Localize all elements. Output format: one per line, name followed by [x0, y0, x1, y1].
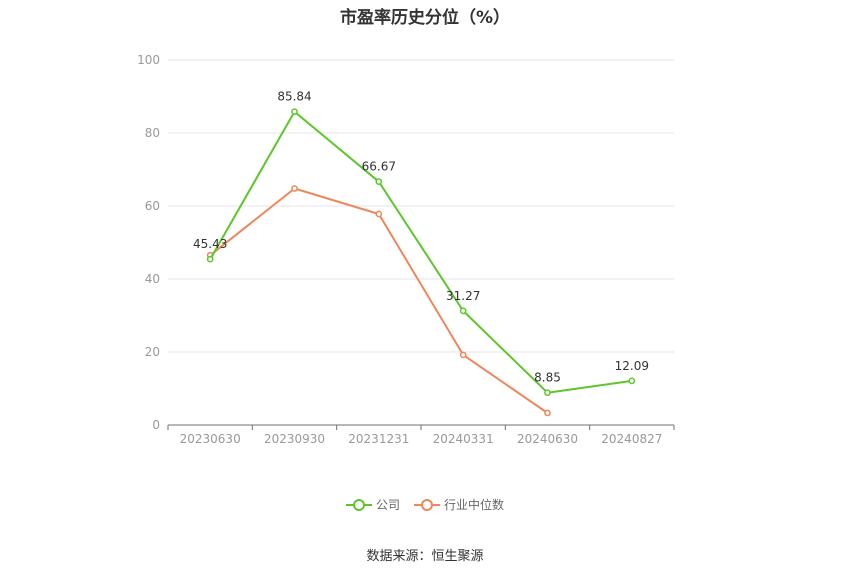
data-point-industry-median	[291, 185, 298, 192]
data-point-company	[206, 255, 214, 263]
chart-legend: 公司 行业中位数	[0, 496, 850, 513]
series-line-industry-median	[209, 187, 549, 414]
legend-item-company[interactable]: 公司	[345, 496, 400, 513]
data-point-industry-median	[375, 210, 383, 218]
x-tick-label: 20230630	[180, 432, 241, 446]
y-tick-label: 20	[145, 345, 160, 359]
data-label-company: 85.84	[277, 90, 311, 104]
data-label-company: 45.43	[193, 237, 227, 251]
data-label-company: 31.27	[446, 289, 480, 303]
chart-title: 市盈率历史分位（%）	[339, 8, 511, 28]
legend-item-industry-median[interactable]: 行业中位数	[414, 496, 504, 513]
series-line-company	[209, 110, 632, 394]
x-tick-label: 20240827	[601, 432, 662, 446]
legend-industry-marker-icon	[414, 498, 440, 511]
data-label-company: 12.09	[615, 359, 649, 373]
x-tick-label: 20240331	[433, 432, 494, 446]
x-tick-label: 20230930	[264, 432, 325, 446]
data-label-company: 8.85	[534, 371, 561, 385]
x-tick-label: 20240630	[517, 432, 578, 446]
legend-company-label: 公司	[375, 498, 400, 512]
data-source-note: 数据来源：恒生聚源	[366, 549, 484, 564]
y-tick-label: 60	[145, 199, 160, 213]
data-point-company	[628, 377, 636, 385]
data-point-company	[375, 178, 383, 186]
y-tick-label: 40	[145, 272, 160, 286]
data-point-company	[291, 108, 298, 116]
legend-industry-label: 行业中位数	[444, 498, 505, 512]
data-point-industry-median	[459, 351, 467, 359]
x-tick-label: 20231231	[348, 432, 409, 446]
y-tick-label: 0	[152, 418, 160, 432]
data-point-company	[544, 389, 551, 397]
data-point-company	[459, 307, 467, 315]
legend-company-marker-icon	[345, 498, 372, 511]
y-tick-label: 100	[137, 53, 160, 67]
data-point-industry-median	[544, 409, 551, 417]
data-label-company: 66.67	[362, 160, 396, 174]
y-tick-label: 80	[145, 126, 160, 140]
